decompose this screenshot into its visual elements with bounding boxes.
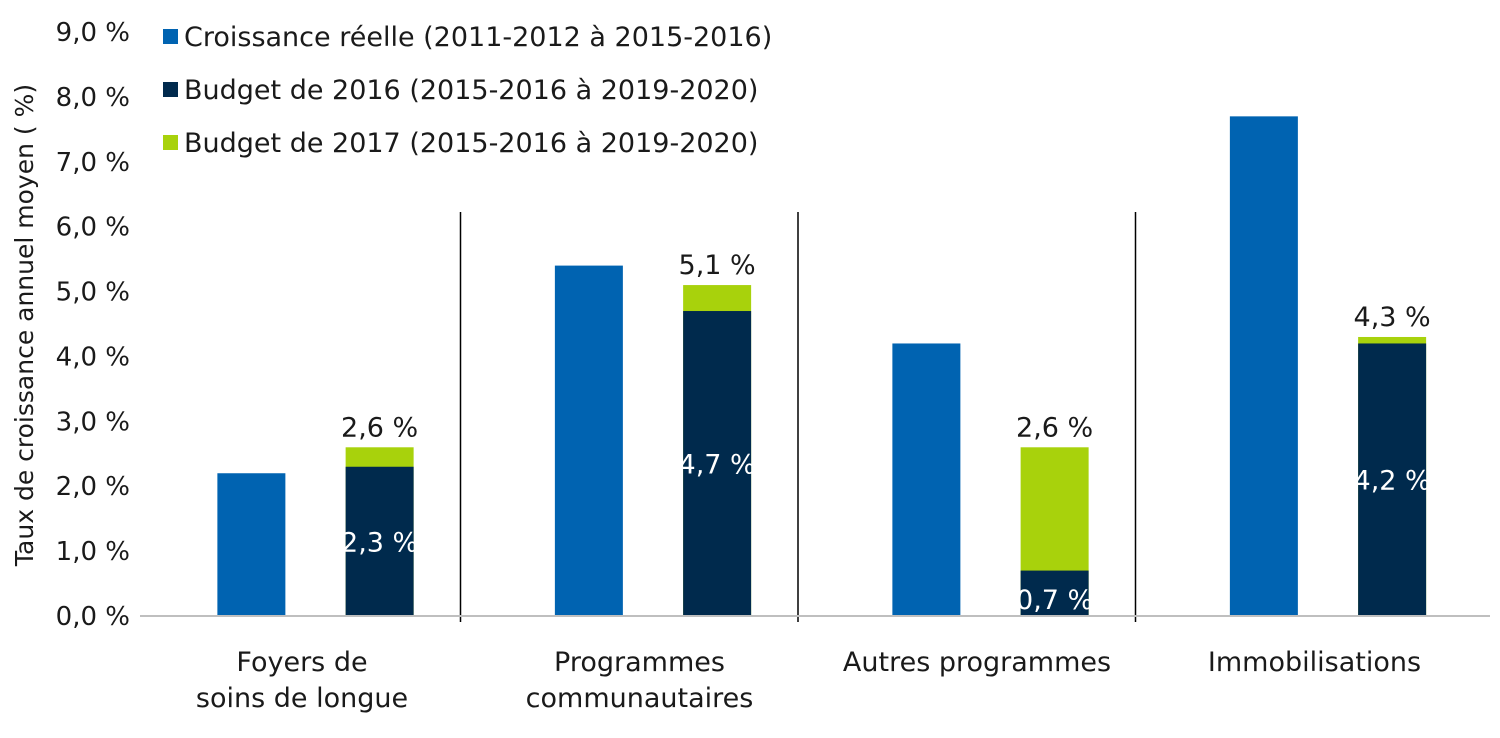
legend-swatch [163, 82, 178, 97]
data-label-budget-2017: 2,6 % [1016, 412, 1093, 443]
bar-croissance-reelle [217, 473, 286, 616]
x-category-label: soins de longue [196, 683, 408, 714]
data-label-budget-2017: 5,1 % [679, 250, 756, 281]
x-category-label: Foyers de [236, 647, 367, 678]
y-axis-label: Taux de croissance annuel moyen ( %) [10, 84, 39, 567]
x-category-label: Immobilisations [1208, 647, 1421, 678]
y-tick-label: 1,0 % [56, 537, 130, 567]
legend-entry: Croissance réelle (2011-2012 à 2015-2016… [184, 22, 772, 53]
bar-croissance-reelle [554, 265, 623, 616]
bar-croissance-reelle [892, 343, 961, 616]
x-category-label: communautaires [526, 683, 754, 714]
data-label-budget-2016: 4,2 % [1354, 466, 1431, 497]
y-tick-label: 5,0 % [56, 278, 130, 308]
legend: Croissance réelle (2011-2012 à 2015-2016… [163, 22, 772, 159]
data-label-budget-2016: 2,3 % [341, 527, 418, 558]
y-tick-label: 2,0 % [56, 472, 130, 502]
x-category-label: Programmes [554, 647, 725, 678]
x-axis: Foyers de soins de longue Programmes commun… [140, 615, 1490, 714]
data-label-budget-2017: 4,3 % [1354, 302, 1431, 333]
y-tick-label: 3,0 % [56, 407, 130, 437]
bar-budget-2016 [1020, 570, 1089, 616]
y-axis: 0,0 % 1,0 % 2,0 % 3,0 % 4,0 % 5,0 % 6,0 % 7,0 %… [56, 18, 130, 632]
legend-entry: Budget de 2017 (2015-2016 à 2019-2020) [184, 128, 758, 159]
data-label-budget-2017: 2,6 % [341, 412, 418, 443]
bars [217, 116, 1427, 616]
data-label-budget-2016: 0,7 % [1016, 585, 1093, 616]
data-labels: 2,6 % 2,3 % 5,1 % 4,7 % 2,6 % 0,7 % 4,3 % 4,2 % [341, 250, 1431, 616]
y-tick-label: 0,0 % [56, 602, 130, 632]
y-tick-label: 4,0 % [56, 342, 130, 372]
legend-entry: Budget de 2016 (2015-2016 à 2019-2020) [184, 75, 758, 106]
bar-budget-2016 [1358, 343, 1427, 616]
bar-croissance-reelle [1229, 116, 1298, 616]
x-category-label: Autres programmes [843, 647, 1111, 678]
y-tick-label: 6,0 % [56, 213, 130, 243]
data-label-budget-2016: 4,7 % [679, 450, 756, 481]
bar-budget-2016 [345, 466, 414, 616]
bar-budget-2016 [683, 311, 752, 616]
y-tick-label: 7,0 % [56, 148, 130, 178]
category-dividers [459, 212, 1137, 622]
y-tick-label: 8,0 % [56, 83, 130, 113]
legend-swatch [163, 135, 178, 150]
legend-swatch [163, 29, 178, 44]
y-tick-label: 9,0 % [56, 18, 130, 48]
